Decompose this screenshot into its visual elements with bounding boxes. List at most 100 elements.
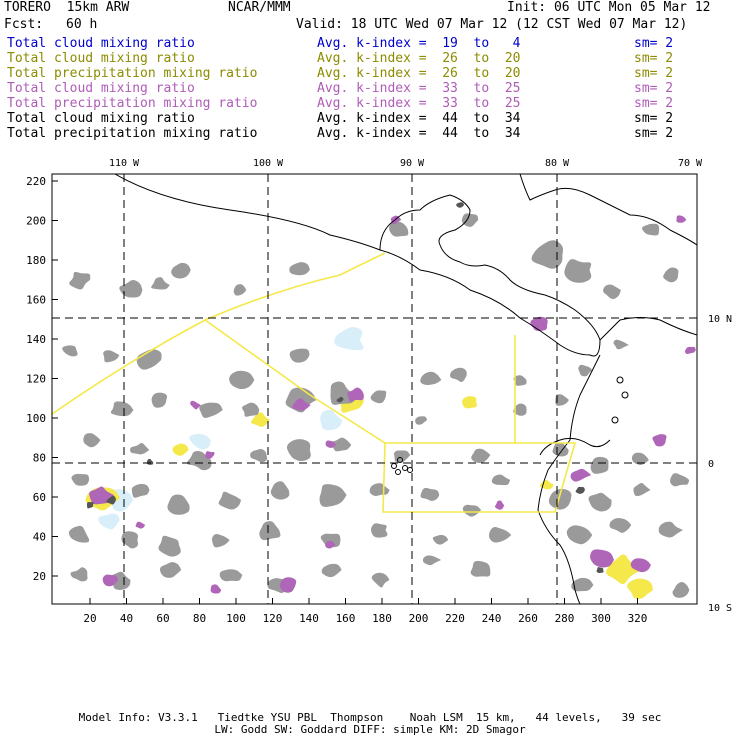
cloud-patch	[151, 277, 170, 290]
purple-cloud-area	[570, 468, 592, 482]
y-tick-label: 120	[26, 373, 46, 386]
axis-labels: 20 40 60 80 100 120 140 160 180 200 220 240 260 280 30…	[26, 158, 732, 625]
cloud-patch	[609, 518, 632, 533]
purple-cloud-area	[494, 500, 505, 510]
x-tick-label: 60	[156, 612, 169, 625]
purple-cloud-area	[590, 549, 614, 568]
x-tick-label: 180	[372, 612, 392, 625]
x-tick-label: 120	[263, 612, 283, 625]
cloud-patch	[369, 483, 390, 497]
yellow-cloud-area	[172, 443, 189, 456]
cloud-patch	[631, 452, 649, 465]
purple-cloud-area	[630, 558, 651, 573]
cloud-patch	[233, 284, 247, 296]
cloud-patch	[449, 367, 467, 383]
cloud-patch	[548, 488, 572, 510]
longitude-label: 80 W	[545, 158, 570, 169]
longitude-label: 70 W	[678, 158, 703, 169]
yellow-cloud-area	[606, 554, 642, 585]
y-tick-label: 140	[26, 333, 46, 346]
cloud-patch	[103, 350, 120, 363]
legend-kindex: Avg. k-index = 44 to 34	[317, 126, 521, 141]
longitude-label: 110 W	[109, 158, 140, 169]
coastline	[114, 174, 697, 604]
yellow-cloud-area	[627, 578, 653, 599]
cloud-patch	[461, 213, 479, 227]
cloud-patch	[167, 494, 190, 515]
dense-cloud-core	[575, 486, 585, 494]
cloud-patch	[393, 450, 411, 463]
legend-kindex: Avg. k-index = 44 to 34	[317, 111, 521, 126]
coastline-segment	[539, 437, 611, 456]
legend-kindex: Avg. k-index = 33 to 25	[317, 96, 521, 111]
cloud-patch	[670, 473, 690, 487]
x-tick-label: 260	[518, 612, 538, 625]
cloud-patch	[471, 448, 491, 464]
longitude-label: 100 W	[253, 158, 284, 169]
dense-cloud-core	[336, 396, 344, 403]
cloud-patch	[68, 525, 90, 543]
x-tick-label: 320	[628, 612, 648, 625]
lat-lon-grid	[52, 174, 697, 604]
valid-time: Valid: 18 UTC Wed 07 Mar 12 (12 CST Wed …	[296, 17, 688, 32]
cloud-patch	[432, 534, 449, 545]
yellow-cloud-area	[251, 412, 270, 427]
x-tick-label: 100	[226, 612, 246, 625]
init-time: Init: 06 UTC Mon 05 Mar 12	[507, 0, 711, 15]
legend-kindex: Avg. k-index = 26 to 20	[317, 51, 521, 66]
island	[621, 391, 629, 399]
cloud-patch	[513, 403, 527, 416]
cloud-patch	[462, 504, 482, 517]
cloud-patch	[663, 267, 679, 283]
legend-sm: sm= 2	[634, 96, 674, 111]
legend-sm: sm= 2	[634, 51, 674, 66]
cloud-patch	[321, 563, 342, 578]
legend-kindex: Avg. k-index = 26 to 20	[317, 66, 521, 81]
legend-sm: sm= 2	[634, 36, 674, 51]
cloud-patch	[370, 390, 387, 404]
cloud-patch	[71, 473, 90, 486]
cloud-patch	[289, 262, 310, 276]
coastline-segment	[537, 354, 601, 604]
y-tick-label: 20	[33, 570, 46, 583]
x-tick-label: 140	[299, 612, 319, 625]
legend-field: Total precipitation mixing ratio	[7, 96, 258, 111]
cloud-patch	[613, 339, 629, 350]
y-tick-label: 160	[26, 294, 46, 307]
legend-sm: sm= 2	[634, 126, 674, 141]
legend-kindex: Avg. k-index = 33 to 25	[317, 81, 521, 96]
cloud-patch	[470, 560, 491, 577]
region-boundaries	[51, 252, 577, 513]
legend-field: Total cloud mixing ratio	[7, 111, 195, 126]
cloud-patch	[633, 483, 651, 497]
purple-cloud-area	[210, 584, 222, 594]
light-cloud-area	[98, 513, 120, 530]
forecast-hour: 60 h	[66, 17, 98, 32]
cloud-patch	[250, 448, 268, 463]
cloud-patch	[578, 364, 593, 377]
cloud-patch	[371, 523, 388, 538]
yellow-cloud-area	[462, 396, 477, 409]
cloud-patch	[241, 402, 260, 417]
region-boundary	[382, 442, 577, 513]
cloud-patch	[491, 474, 511, 486]
cloud-patch	[319, 484, 347, 507]
dense-cloud-core	[106, 495, 116, 505]
latitude-label: 0	[708, 459, 714, 470]
purple-cloud-area	[390, 215, 402, 225]
cloud-patch	[555, 394, 569, 406]
light-cloud-area	[334, 327, 364, 351]
x-tick-label: 280	[555, 612, 575, 625]
cloud-patch	[229, 370, 255, 390]
legend-field: Total precipitation mixing ratio	[7, 126, 258, 141]
purple-cloud-area	[652, 434, 667, 447]
cloud-patch	[259, 521, 281, 541]
purple-cloud-area	[102, 574, 119, 587]
purple-cloud-area	[325, 440, 336, 448]
y-tick-label: 60	[33, 491, 46, 504]
cloud-patch	[131, 483, 150, 498]
latitude-label: 10 S	[708, 603, 732, 614]
cloud-patch	[218, 491, 242, 510]
y-tick-label: 40	[33, 531, 46, 544]
dense-cloud-core	[146, 458, 154, 465]
